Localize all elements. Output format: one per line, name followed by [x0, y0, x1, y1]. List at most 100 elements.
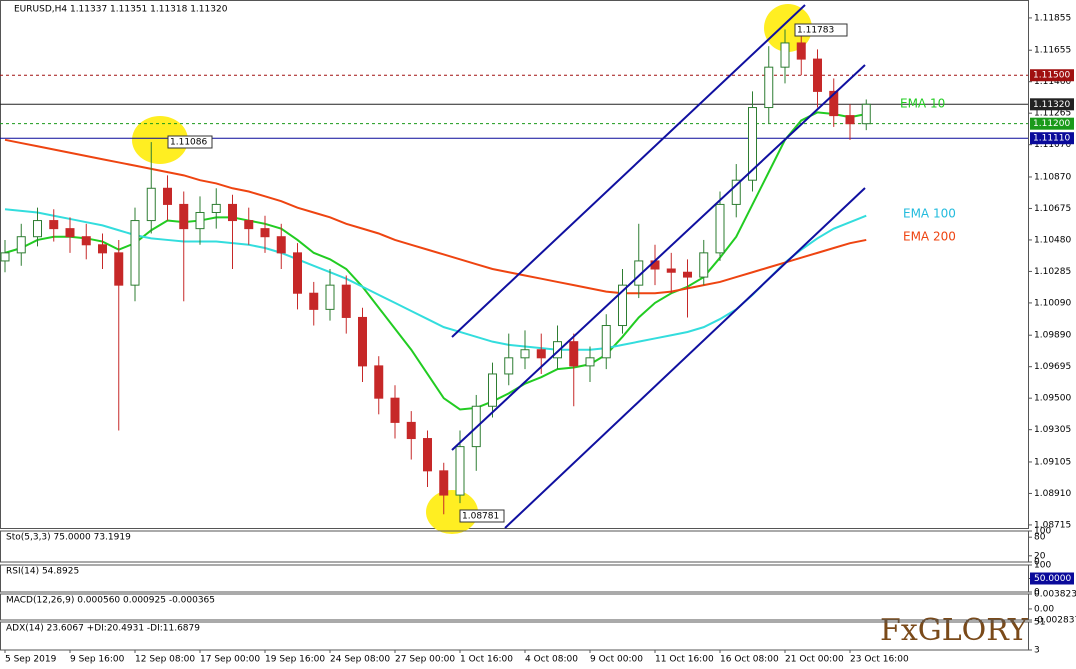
x-tick-label: 19 Sep 16:00: [265, 655, 325, 665]
candle-body: [33, 220, 42, 238]
level-label: 1.11110: [1033, 134, 1070, 144]
candle-body: [244, 220, 254, 230]
candle-body: [358, 316, 367, 367]
candle-body: [130, 220, 140, 286]
highlight: [426, 490, 478, 534]
level-box: [1030, 98, 1074, 111]
candle-body: [715, 203, 725, 254]
indicator-label: MACD(12,26,9) 0.000560 0.000925 -0.00036…: [6, 596, 215, 606]
x-tick-label: 23 Oct 16:00: [850, 655, 909, 665]
y-tick-label: 1.09500: [1034, 394, 1071, 404]
candle-body: [780, 42, 790, 68]
y-tick-label: 1.11265: [1034, 109, 1071, 119]
channel-line: [451, 64, 866, 451]
logo: FxGLORY: [880, 613, 1029, 648]
candle-body: [536, 349, 546, 359]
highlight: [132, 116, 188, 164]
candle-body: [829, 90, 839, 117]
indicator-tick-label: 20: [1034, 551, 1046, 561]
indicator-box: [1030, 572, 1074, 585]
indicator-label: Sto(5,3,3) 75.0000 73.1919: [6, 533, 131, 543]
candle-body: [845, 115, 855, 125]
candle-body: [423, 438, 432, 472]
y-tick-label: 1.11460: [1034, 77, 1071, 87]
y-tick-label: 1.11855: [1034, 13, 1071, 23]
annotation-box: [167, 135, 213, 149]
indicator-tick-label: 50.0000: [1034, 574, 1071, 584]
candle-body: [146, 187, 156, 222]
candle-body: [341, 284, 351, 318]
candle-body: [390, 397, 400, 423]
candle-body: [488, 373, 497, 407]
ema-line: [4, 138, 867, 295]
candle-body: [81, 236, 91, 246]
indicator-tick-label: 80: [1034, 533, 1046, 543]
candle-body: [439, 470, 449, 496]
series-label: EMA 200: [903, 230, 956, 244]
candle-body: [520, 349, 530, 359]
indicator-label: RSI(14) 54.8925: [6, 567, 79, 577]
y-tick-label: 1.11655: [1034, 46, 1071, 56]
y-tick-label: 1.10675: [1034, 204, 1071, 214]
indicator-tick-label: -0.002837: [1034, 616, 1076, 626]
candle-body: [325, 284, 335, 310]
candle-body: [553, 341, 562, 359]
level-label: 1.11200: [1033, 119, 1070, 129]
annotation: 1.11086: [170, 138, 207, 148]
candle-body: [618, 284, 627, 327]
indicator-tick-label: 100: [1034, 561, 1051, 571]
candle-body: [260, 228, 270, 238]
ema-line: [4, 208, 867, 351]
y-tick-label: 1.10870: [1034, 172, 1071, 182]
indicator-label: ADX(14) 23.6067 +DI:20.4931 -DI:11.6879: [6, 624, 200, 634]
x-tick-label: 9 Oct 00:00: [590, 655, 643, 665]
indicator-tick-label: 0: [1034, 588, 1040, 598]
x-tick-label: 9 Sep 16:00: [70, 655, 125, 665]
candle-body: [796, 42, 806, 60]
candle-body: [276, 236, 286, 254]
annotation: 1.11783: [797, 26, 834, 36]
x-tick-label: 16 Oct 08:00: [720, 655, 779, 665]
ema-line: [4, 111, 867, 411]
x-tick-label: 17 Sep 00:00: [200, 655, 260, 665]
candle-body: [211, 203, 221, 213]
candle-body: [748, 107, 757, 181]
level-box: [1030, 69, 1074, 82]
candle-body: [731, 179, 741, 205]
indicator-tick-label: 3: [1034, 646, 1040, 656]
candle-body: [195, 211, 205, 230]
indicator-tick-label: 0: [1034, 558, 1040, 568]
candle-body: [683, 271, 692, 278]
candle-body: [569, 341, 579, 367]
candle-body: [504, 357, 514, 375]
candle-body: [163, 187, 172, 205]
candle-body: [179, 203, 189, 230]
annotation-box: [459, 509, 505, 523]
plot: [0, 29, 1028, 515]
candle-body: [114, 252, 124, 286]
highlights: [132, 4, 812, 534]
annotations: 1.11086 1.08781 1.11783: [167, 23, 848, 523]
candle-body: [309, 292, 319, 310]
candle-body: [293, 252, 302, 294]
chart-title: EURUSD,H4 1.11337 1.11351 1.11318 1.1132…: [14, 5, 228, 15]
highlight: [764, 4, 812, 52]
candle-body: [601, 325, 611, 359]
candle-body: [585, 357, 595, 367]
candle-body: [374, 365, 384, 399]
y-tick-label: 1.09890: [1034, 331, 1071, 341]
indicator-tick-label: 100: [1034, 527, 1051, 537]
level-label: 1.11320: [1033, 100, 1070, 110]
x-tick-label: 27 Sep 00:00: [395, 655, 455, 665]
y-tick-label: 1.10090: [1034, 298, 1071, 308]
y-tick-label: 1.09105: [1034, 457, 1071, 467]
y-tick-label: 1.08715: [1034, 520, 1071, 530]
candle-body: [0, 252, 10, 262]
candle-body: [455, 446, 465, 496]
indicator-tick-label: 51: [1034, 618, 1045, 628]
y-tick-label: 1.11070: [1034, 140, 1071, 150]
x-tick-label: 24 Sep 08:00: [330, 655, 390, 665]
x-tick-label: 5 Sep 2019: [5, 655, 57, 665]
